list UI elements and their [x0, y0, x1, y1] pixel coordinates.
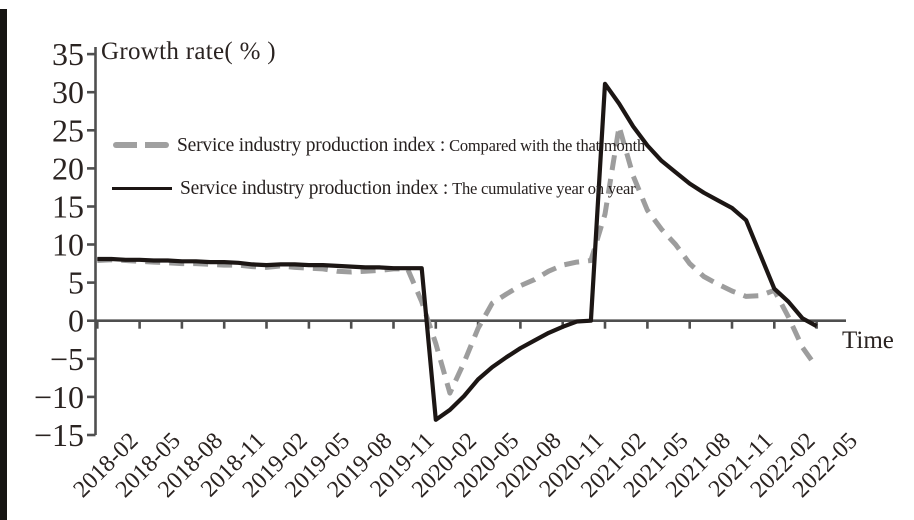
y-tick-label: 0 [68, 303, 84, 339]
y-tick-label: 35 [52, 36, 84, 72]
dashed-line-sample-icon [113, 142, 169, 149]
solid-line-sample-icon [112, 186, 172, 190]
legend-item-cumulative: Service industry production index : The … [112, 178, 636, 200]
scan-edge-artifact [0, 9, 7, 520]
y-tick-label: 20 [52, 150, 84, 186]
series-line-monthly [97, 124, 819, 396]
y-axis-title: Growth rate( % ) [101, 38, 276, 65]
series-line-cumulative [97, 81, 818, 422]
y-tick-label: 5 [68, 265, 84, 301]
legend-label-main: Service industry production index : [180, 178, 449, 199]
legend-label-main: Service industry production index : [177, 135, 446, 156]
y-tick-label: −5 [50, 341, 84, 377]
legend-label-sub: Compared with the that month [449, 136, 646, 155]
x-axis-title: Time [842, 327, 894, 354]
y-tick-label: −10 [34, 379, 84, 415]
y-tick-label: 10 [52, 227, 84, 263]
legend-item-monthly: Service industry production index : Comp… [113, 135, 645, 157]
legend-label-sub: The cumulative year on year [452, 179, 636, 198]
y-tick-label: −15 [34, 417, 84, 453]
y-tick-label: 30 [52, 74, 84, 110]
y-tick-label: 25 [52, 112, 84, 148]
y-tick-label: 15 [52, 189, 84, 225]
